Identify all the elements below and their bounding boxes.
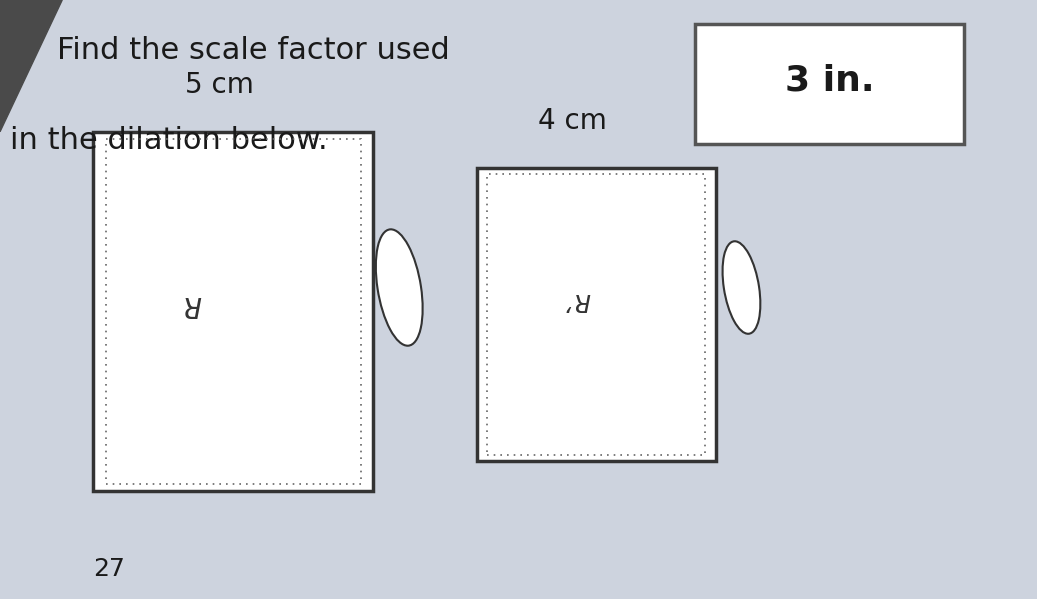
Bar <box>487 174 705 455</box>
Text: 4 cm: 4 cm <box>730 255 749 302</box>
Text: 3 in.: 3 in. <box>785 64 874 98</box>
Polygon shape <box>0 0 62 132</box>
Bar <box>106 139 361 484</box>
Text: 27: 27 <box>93 557 125 581</box>
Ellipse shape <box>723 241 760 334</box>
Text: R: R <box>181 291 201 318</box>
Text: 5 cm: 5 cm <box>185 71 254 99</box>
Text: R’: R’ <box>564 288 590 312</box>
Ellipse shape <box>375 229 423 346</box>
Text: 4 cm: 4 cm <box>538 107 607 135</box>
Bar <box>93 132 373 491</box>
Bar <box>477 168 716 461</box>
Text: in the dilation below.: in the dilation below. <box>10 126 328 155</box>
Bar <box>695 24 964 144</box>
Text: Find the scale factor used: Find the scale factor used <box>57 36 450 65</box>
Text: 5 cm: 5 cm <box>384 246 409 305</box>
